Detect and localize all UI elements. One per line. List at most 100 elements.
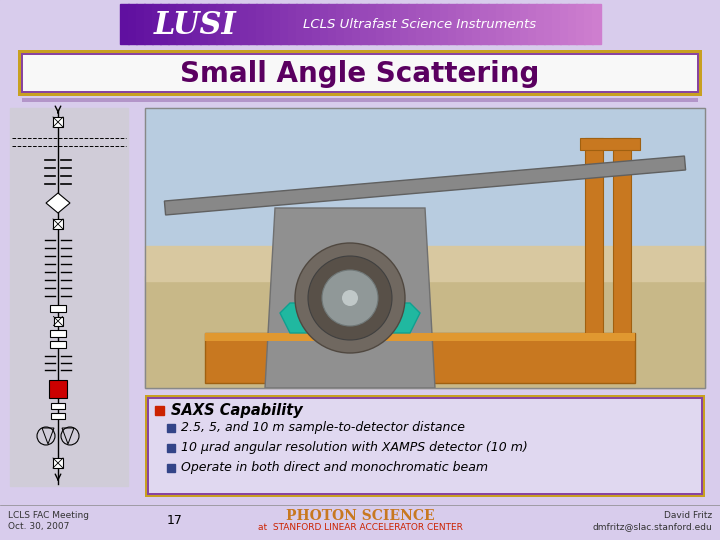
Bar — [232, 4, 241, 44]
Text: Oct. 30, 2007: Oct. 30, 2007 — [8, 523, 69, 531]
Bar — [568, 4, 577, 44]
Bar — [488, 4, 497, 44]
Bar — [49, 380, 67, 398]
Text: Operate in both direct and monochromatic beam: Operate in both direct and monochromatic… — [181, 462, 488, 475]
Bar — [580, 138, 640, 150]
Bar — [480, 4, 489, 44]
Bar — [416, 4, 425, 44]
Bar — [560, 4, 569, 44]
Bar — [176, 4, 185, 44]
Bar — [296, 4, 305, 44]
Bar — [53, 458, 63, 468]
Bar — [376, 4, 385, 44]
Bar — [18, 50, 702, 96]
Text: LUSI: LUSI — [153, 10, 236, 40]
Bar — [167, 444, 175, 452]
Bar — [552, 4, 561, 44]
Bar — [584, 4, 593, 44]
Bar — [440, 4, 449, 44]
Text: Small Angle Scattering: Small Angle Scattering — [180, 60, 540, 88]
Bar — [53, 316, 63, 326]
Bar — [145, 276, 705, 388]
Polygon shape — [164, 156, 685, 215]
Bar — [320, 4, 329, 44]
Bar — [352, 4, 361, 44]
Circle shape — [295, 243, 405, 353]
Bar — [22, 98, 698, 102]
Bar — [544, 4, 553, 44]
Bar — [360, 4, 369, 44]
Text: 10 μrad angular resolution with XAMPS detector (10 m): 10 μrad angular resolution with XAMPS de… — [181, 442, 528, 455]
Bar — [155, 406, 164, 415]
Text: SAXS Capability: SAXS Capability — [171, 403, 302, 418]
Bar — [432, 4, 441, 44]
Bar — [613, 138, 631, 338]
Bar — [216, 4, 225, 44]
Bar — [208, 4, 217, 44]
Bar — [128, 4, 137, 44]
Bar — [528, 4, 537, 44]
Bar — [368, 4, 377, 44]
Polygon shape — [280, 303, 420, 333]
Text: 17: 17 — [167, 515, 183, 528]
Text: LCLS FAC Meeting: LCLS FAC Meeting — [8, 511, 89, 521]
Bar — [512, 4, 521, 44]
Bar — [50, 341, 66, 348]
Bar — [53, 117, 63, 127]
Text: dmfritz@slac.stanford.edu: dmfritz@slac.stanford.edu — [593, 523, 712, 531]
Bar — [10, 108, 128, 486]
Polygon shape — [265, 208, 435, 388]
Bar — [408, 4, 417, 44]
Bar — [145, 108, 705, 388]
Bar — [424, 4, 433, 44]
Bar — [167, 424, 175, 432]
Text: 2.5, 5, and 10 m sample-to-detector distance: 2.5, 5, and 10 m sample-to-detector dist… — [181, 422, 465, 435]
Bar — [21, 53, 699, 93]
Bar — [585, 138, 603, 338]
Text: LCLS Ultrafast Science Instruments: LCLS Ultrafast Science Instruments — [303, 18, 536, 31]
Bar — [464, 4, 473, 44]
Bar — [144, 4, 153, 44]
Bar — [280, 4, 289, 44]
Bar — [205, 333, 635, 341]
Bar — [51, 413, 65, 419]
Bar — [224, 4, 233, 44]
Text: PHOTON SCIENCE: PHOTON SCIENCE — [286, 509, 434, 523]
Bar — [328, 4, 337, 44]
Polygon shape — [46, 193, 70, 213]
Bar — [192, 4, 201, 44]
Text: at  STANFORD LINEAR ACCELERATOR CENTER: at STANFORD LINEAR ACCELERATOR CENTER — [258, 523, 462, 531]
Bar — [272, 4, 281, 44]
Bar — [336, 4, 345, 44]
Bar — [456, 4, 465, 44]
Bar — [400, 4, 409, 44]
Bar — [168, 4, 177, 44]
Bar — [304, 4, 313, 44]
Text: David Fritz: David Fritz — [664, 511, 712, 521]
Bar — [592, 4, 601, 44]
Bar — [23, 55, 697, 91]
Bar — [520, 4, 529, 44]
Bar — [205, 333, 635, 383]
Bar — [200, 4, 209, 44]
Circle shape — [322, 270, 378, 326]
Bar — [145, 246, 705, 281]
Circle shape — [308, 256, 392, 340]
Bar — [536, 4, 545, 44]
Bar — [145, 395, 705, 497]
Bar — [152, 4, 161, 44]
Bar — [147, 397, 703, 495]
Bar — [248, 4, 257, 44]
Bar — [149, 399, 701, 493]
Bar — [312, 4, 321, 44]
Circle shape — [342, 290, 358, 306]
Bar — [472, 4, 481, 44]
Bar — [288, 4, 297, 44]
Bar — [264, 4, 273, 44]
Bar — [145, 108, 705, 388]
Bar — [120, 4, 129, 44]
Bar — [496, 4, 505, 44]
Bar — [50, 305, 66, 312]
Bar — [240, 4, 249, 44]
Bar — [50, 329, 66, 336]
